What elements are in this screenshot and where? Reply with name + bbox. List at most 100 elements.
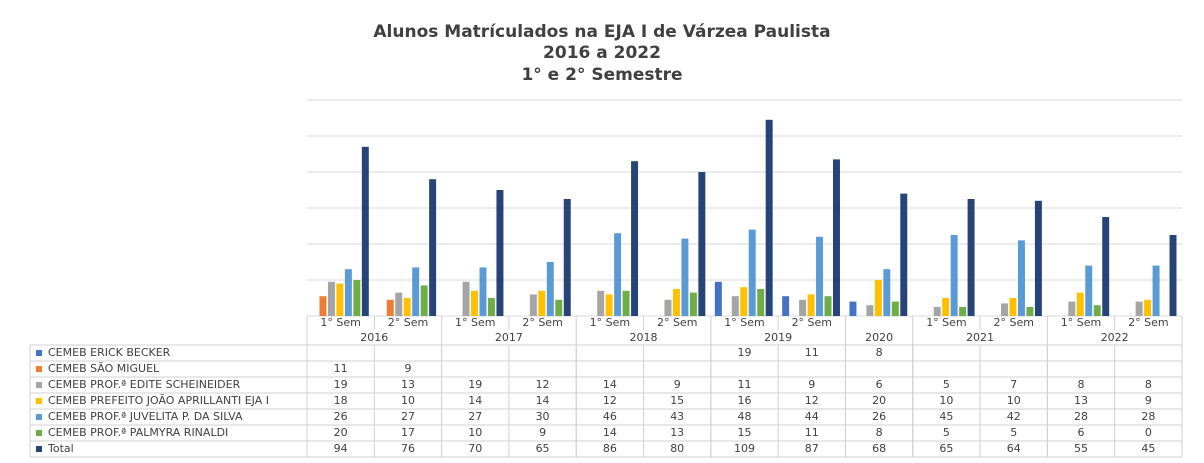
table-cell: 10 [939, 394, 953, 407]
x-tick-label: 1° Sem [724, 316, 764, 329]
legend-label: CEMEB ERICK BECKER [48, 346, 171, 359]
x-group-label: 2020 [865, 331, 893, 344]
table-cell: 30 [536, 410, 550, 423]
bar [849, 301, 857, 316]
bar [933, 307, 941, 316]
bar [1076, 292, 1084, 316]
bar [538, 290, 546, 316]
bar [412, 267, 420, 316]
legend-label: Total [47, 442, 74, 455]
table-cell: 14 [536, 394, 550, 407]
bar [1144, 299, 1152, 316]
table-cell: 8 [1078, 378, 1085, 391]
x-tick-label: 1° Sem [926, 316, 966, 329]
legend-swatch [36, 350, 42, 356]
table-cell: 68 [872, 442, 886, 455]
table-cell: 70 [468, 442, 482, 455]
table-cell: 14 [468, 394, 482, 407]
bar [757, 289, 765, 316]
table-cell: 11 [334, 362, 348, 375]
bar [1093, 305, 1101, 316]
legend-swatch [36, 382, 42, 388]
table-cell: 87 [805, 442, 819, 455]
table-cell: 13 [401, 378, 415, 391]
bar [959, 307, 967, 316]
table-cell: 19 [738, 346, 752, 359]
bar [471, 290, 479, 316]
bar [529, 294, 537, 316]
table-cell: 13 [670, 426, 684, 439]
x-group-label: 2017 [495, 331, 523, 344]
bar [891, 301, 899, 316]
bar [386, 299, 394, 316]
table-cell: 65 [536, 442, 550, 455]
bar [1135, 301, 1143, 316]
table-cell: 20 [334, 426, 348, 439]
bar [395, 292, 403, 316]
bar [353, 280, 361, 316]
table-cell: 15 [738, 426, 752, 439]
table-cell: 11 [738, 378, 752, 391]
x-tick-label: 1° Sem [320, 316, 360, 329]
x-tick-label: 1° Sem [1061, 316, 1101, 329]
x-group-label: 2019 [764, 331, 792, 344]
table-cell: 8 [876, 426, 883, 439]
legend-label: CEMEB SÃO MIGUEL [48, 362, 160, 375]
table-cell: 8 [876, 346, 883, 359]
table-cell: 12 [805, 394, 819, 407]
table-cell: 86 [603, 442, 617, 455]
table-cell: 76 [401, 442, 415, 455]
table-cell: 26 [872, 410, 886, 423]
table-cell: 5 [943, 426, 950, 439]
x-tick-label: 2° Sem [993, 316, 1033, 329]
legend-label: CEMEB PROF.ª JUVELITA P. DA SILVA [48, 410, 243, 423]
table-cell: 28 [1074, 410, 1088, 423]
bar [816, 236, 824, 316]
bar [361, 146, 369, 316]
bar [782, 296, 790, 316]
x-group-label: 2016 [360, 331, 388, 344]
legend-swatch [36, 366, 42, 372]
bar [900, 193, 908, 316]
table-cell: 0 [1145, 426, 1152, 439]
table-cell: 26 [334, 410, 348, 423]
table-cell: 28 [1141, 410, 1155, 423]
bar [765, 119, 773, 316]
bar [698, 172, 706, 316]
legend-label: CEMEB PROF.ª PALMYRA RINALDI [48, 426, 228, 439]
bar [731, 296, 739, 316]
bar [824, 296, 832, 316]
bar [689, 292, 697, 316]
table-cell: 27 [468, 410, 482, 423]
bar [429, 179, 437, 316]
bar [681, 238, 689, 316]
bar [942, 298, 950, 316]
table-cell: 9 [808, 378, 815, 391]
table-cell: 9 [1145, 394, 1152, 407]
table-cell: 6 [1078, 426, 1085, 439]
legend-swatch [36, 398, 42, 404]
table-cell: 9 [674, 378, 681, 391]
x-group-label: 2018 [630, 331, 658, 344]
bar [403, 298, 411, 316]
table-cell: 17 [401, 426, 415, 439]
table-cell: 44 [805, 410, 819, 423]
bar [1169, 235, 1177, 316]
bar [327, 281, 335, 316]
bar [563, 199, 571, 316]
bar [950, 235, 958, 316]
bar [546, 262, 554, 316]
bar [479, 267, 487, 316]
bar [319, 296, 327, 316]
bar [748, 229, 756, 316]
table-cell: 18 [334, 394, 348, 407]
bar [1026, 307, 1034, 316]
table-cell: 10 [401, 394, 415, 407]
bar [1017, 240, 1025, 316]
table-cell: 10 [1007, 394, 1021, 407]
legend-label: CEMEB PREFEITO JOÃO APRILLANTI EJA I [48, 394, 269, 407]
table-cell: 94 [334, 442, 348, 455]
bar [605, 294, 613, 316]
table-cell: 12 [536, 378, 550, 391]
